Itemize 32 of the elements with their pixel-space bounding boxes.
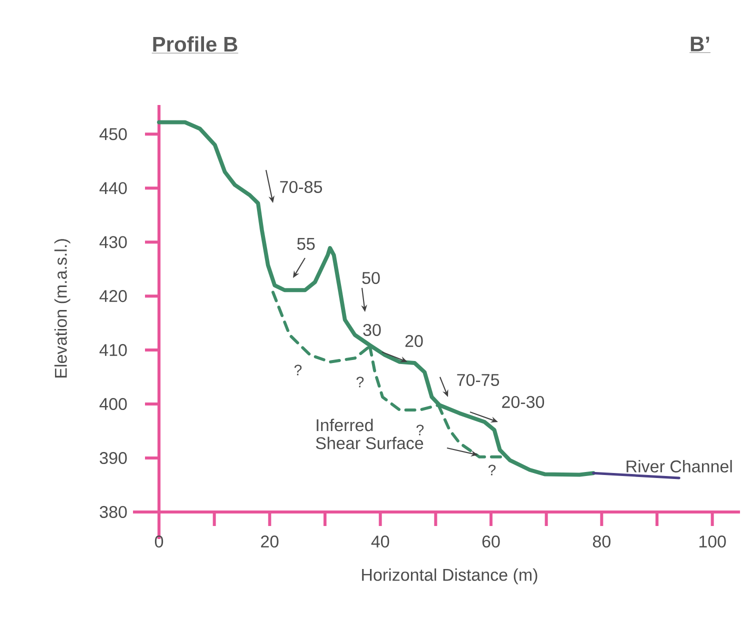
x-tick-label: 100 — [699, 536, 726, 548]
annotation: ? — [488, 464, 496, 476]
y-tick-label: 430 — [99, 236, 127, 248]
annotation: 20 — [405, 334, 423, 348]
y-tick-label: 410 — [99, 344, 127, 356]
x-axis-title: Horizontal Distance (m) — [362, 568, 538, 584]
annotation: Shear Surface — [316, 436, 424, 450]
text: B’ — [690, 36, 710, 52]
annotation: 70-75 — [457, 374, 500, 386]
y-tick-label: 400 — [99, 398, 127, 410]
y-tick-label: 440 — [99, 182, 127, 194]
annotation: ? — [356, 376, 364, 388]
y-tick-label: 390 — [100, 452, 127, 464]
series-label: River Channel — [626, 460, 732, 472]
y-tick-label: 420 — [99, 290, 127, 302]
x-tick-label: 0 — [154, 536, 164, 548]
x-tick-label: 40 — [371, 536, 390, 548]
annotation: ? — [294, 364, 302, 376]
annotation: 50 — [362, 272, 380, 284]
x-tick-label: 80 — [592, 536, 610, 548]
annotation: 30 — [363, 324, 381, 336]
y-tick-label: 380 — [100, 506, 127, 518]
x-tick-label: 20 — [261, 536, 278, 548]
chart-title: Profile B — [153, 36, 238, 52]
x-tick-label: 60 — [482, 536, 500, 548]
annotation: 70-85 — [280, 180, 322, 194]
annotation: Inferred — [316, 418, 373, 432]
y-tick-label: 450 — [99, 128, 127, 140]
annotation: 55 — [297, 238, 315, 250]
y-axis-title: Elevation (m.a.s.l.) — [54, 239, 70, 378]
annotation: ? — [416, 424, 424, 436]
annotation: 20-30 — [502, 396, 544, 408]
